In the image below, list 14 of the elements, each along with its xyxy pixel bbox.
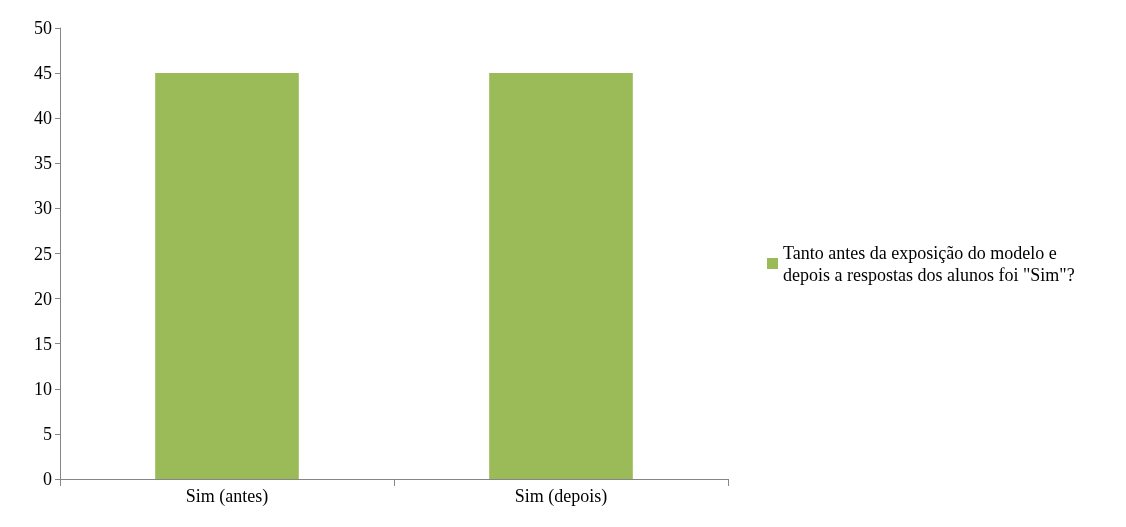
y-tick-label: 25	[34, 243, 52, 264]
x-tick-label: Sim (antes)	[185, 486, 269, 507]
y-tick-label: 5	[43, 423, 52, 444]
y-tick-label: 35	[34, 153, 52, 174]
y-tick-label: 0	[43, 469, 52, 489]
y-tick-label: 40	[34, 108, 52, 129]
x-tick-label: Sim (depois)	[514, 486, 608, 507]
y-tick-label: 45	[34, 63, 52, 84]
y-tick-label: 15	[34, 333, 52, 354]
legend-label: Tanto antes da exposição do modelo e depois a respostas dos alunos foi "Sim"?	[783, 242, 1075, 285]
y-tick-label: 30	[34, 198, 52, 219]
y-tick-label: 10	[34, 378, 52, 399]
y-tick-label: 20	[34, 288, 52, 309]
y-tick-label: 50	[34, 18, 52, 38]
